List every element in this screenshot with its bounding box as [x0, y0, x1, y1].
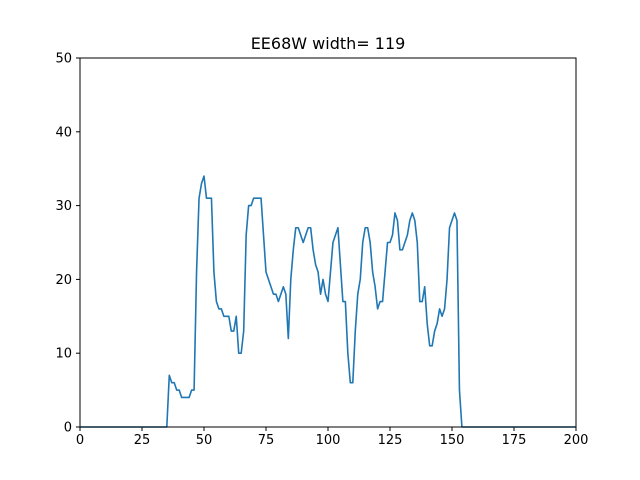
chart-title: EE68W width= 119 — [251, 34, 406, 53]
x-tick-label: 0 — [76, 433, 84, 448]
x-tick-label: 125 — [378, 433, 403, 448]
y-tick-label: 10 — [55, 347, 72, 362]
y-tick-label: 50 — [55, 52, 72, 67]
x-tick-label: 175 — [502, 433, 527, 448]
x-tick-label: 150 — [440, 433, 465, 448]
x-tick-label: 75 — [258, 433, 275, 448]
x-tick-label: 200 — [564, 433, 589, 448]
x-tick-label: 25 — [134, 433, 151, 448]
x-tick-label: 100 — [316, 433, 341, 448]
y-tick-label: 30 — [55, 199, 72, 214]
y-tick-label: 0 — [64, 421, 72, 436]
series-line-0 — [80, 175, 576, 428]
axis-ticks: 0 25 50 75 100 125 150 175 200 0 10 20 30 40 50 — [55, 52, 588, 449]
series-layer — [80, 175, 576, 428]
plot-frame — [79, 57, 577, 428]
x-tick-label: 50 — [196, 433, 213, 448]
y-tick-label: 20 — [55, 273, 72, 288]
y-tick-label: 40 — [55, 125, 72, 140]
